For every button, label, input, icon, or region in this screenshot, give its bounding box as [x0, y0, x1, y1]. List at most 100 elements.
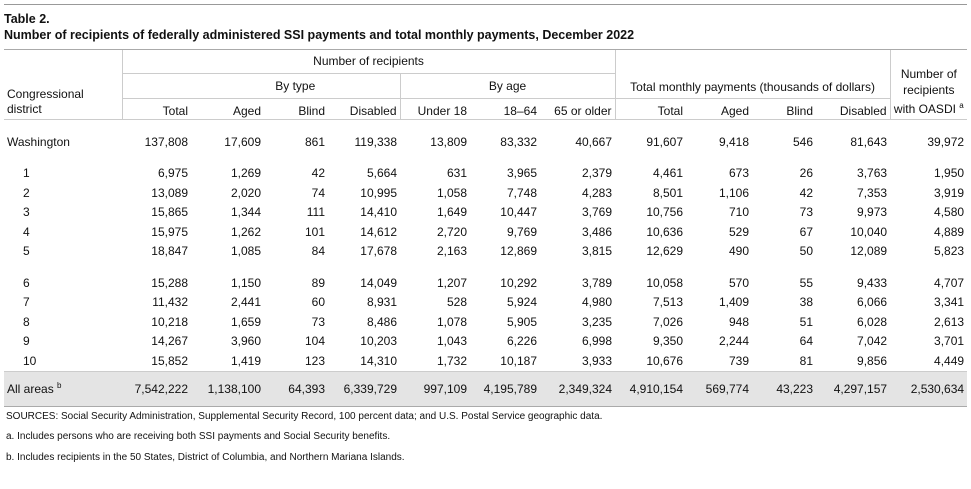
- cell: 10,995: [360, 185, 397, 200]
- cell: 7,026: [653, 314, 684, 329]
- footnote-mark: a: [959, 101, 964, 110]
- cell: 14,410: [360, 205, 397, 220]
- column-header: 18–64: [470, 98, 540, 120]
- row-label: Washington: [4, 120, 122, 152]
- cell: 123: [304, 353, 325, 368]
- table-row: 1 6,975 1,269 42 5,664 631 3,965 2,379 4,461 673 2…: [4, 152, 967, 184]
- column-header: Blind: [264, 98, 328, 120]
- cell: 2,244: [719, 334, 750, 349]
- cell: 4,195,789: [470, 370, 540, 406]
- row-label: 8: [4, 312, 122, 332]
- cell: 10,676: [646, 353, 684, 368]
- cell: 10,187: [500, 353, 537, 368]
- spacer: [121, 73, 191, 99]
- cell: 4,283: [582, 185, 613, 200]
- cell: 1,078: [436, 314, 467, 329]
- row-label: All areas b: [4, 370, 122, 406]
- column-header: Disabled: [816, 98, 891, 120]
- cell: 89: [311, 275, 325, 290]
- cell: 569,774: [686, 370, 753, 406]
- cell: 7,353: [857, 185, 888, 200]
- cell: 3,763: [857, 166, 888, 181]
- row-label: 4: [4, 222, 122, 242]
- cell: 73: [799, 205, 814, 220]
- row-label-text: 3: [23, 205, 30, 220]
- cell: 4,449: [934, 353, 965, 368]
- row-label: 7: [4, 293, 122, 313]
- cell: 1,732: [436, 353, 467, 368]
- cell: 9,350: [653, 334, 684, 349]
- cell: 9,973: [857, 205, 888, 220]
- header: Table 2. Number of recipients of federal…: [4, 4, 967, 43]
- column-header: Congressional district: [4, 49, 122, 120]
- cell: 83,332: [500, 134, 537, 149]
- cell: 15,852: [151, 353, 188, 368]
- cell: 5,905: [506, 314, 537, 329]
- cell: 10,218: [151, 314, 188, 329]
- row-label-text: 1: [23, 166, 30, 181]
- table-head: Congressional district Number of recipie…: [4, 49, 968, 120]
- cell: 2,020: [230, 185, 261, 200]
- cell: 10,292: [500, 275, 537, 290]
- table-row: 7 11,432 2,441 60 8,931 528 5,924 4,980 7,513 1,4…: [4, 293, 967, 313]
- cell: 13,089: [151, 185, 188, 200]
- cell: 4,910,154: [615, 370, 687, 406]
- cell: 4,297,157: [816, 370, 891, 406]
- cell: 1,344: [230, 205, 261, 220]
- cell: 17,609: [224, 134, 261, 149]
- column-header: Aged: [686, 98, 753, 120]
- cell: 7,042: [857, 334, 888, 349]
- cell: 3,965: [506, 166, 537, 181]
- cell: 2,349,324: [540, 370, 616, 406]
- row-label-text: 10: [23, 353, 37, 368]
- cell: 8,486: [366, 314, 397, 329]
- cell: 14,310: [360, 353, 397, 368]
- cell: 43,223: [752, 370, 817, 406]
- cell: 3,933: [582, 353, 613, 368]
- cell: 2,720: [436, 224, 467, 239]
- cell: 5,924: [506, 295, 537, 310]
- column-header: 65 or older: [540, 98, 616, 120]
- table-row: 8 10,218 1,659 73 8,486 1,078 5,905 3,235 7,026 9…: [4, 312, 967, 332]
- cell: 1,269: [230, 166, 261, 181]
- cell: 15,975: [151, 224, 188, 239]
- cell: 10,040: [850, 224, 888, 239]
- data-table: Congressional district Number of recipie…: [4, 49, 968, 406]
- cell: 570: [729, 275, 750, 290]
- cell: 12,629: [646, 244, 684, 259]
- cell: 4,980: [582, 295, 613, 310]
- cell: 948: [729, 314, 750, 329]
- cell: 1,419: [230, 353, 261, 368]
- cell: 51: [799, 314, 814, 329]
- column-header: Blind: [752, 98, 817, 120]
- column-header: Under 18: [399, 98, 470, 120]
- cell: 1,150: [230, 275, 261, 290]
- cell: 3,919: [934, 185, 965, 200]
- cell: 4,461: [653, 166, 684, 181]
- column-header: Total: [614, 98, 687, 120]
- cell: 81,643: [850, 134, 888, 149]
- cell: 17,678: [360, 244, 397, 259]
- cell: 13,809: [430, 134, 467, 149]
- table-row: Washington 137,808 17,609 861 119,338 13,809 8…: [4, 120, 967, 152]
- cell: 5,664: [366, 166, 397, 181]
- table-row: 6 15,288 1,150 89 14,049 1,207 10,292 3,789 10,0…: [4, 261, 967, 293]
- table-row: 10 15,852 1,419 123 14,310 1,732 10,187 3,933 10…: [4, 351, 967, 371]
- row-label: 2: [4, 183, 122, 203]
- cell: 2,379: [582, 166, 613, 181]
- cell: 7,542,222: [122, 370, 191, 406]
- row-label-text: 9: [23, 334, 30, 349]
- cell: 6,998: [582, 334, 613, 349]
- cell: 26: [799, 166, 814, 181]
- table-row: 9 14,267 3,960 104 10,203 1,043 6,226 6,998 9,35…: [4, 332, 967, 352]
- cell: 1,138,100: [191, 370, 264, 406]
- cell: 91,607: [646, 134, 684, 149]
- cell: 5,823: [934, 244, 965, 259]
- column-header: Total: [121, 98, 191, 120]
- cell: 7,748: [506, 185, 537, 200]
- cell: 14,049: [360, 275, 397, 290]
- cell: 6,028: [857, 314, 888, 329]
- cell: 38: [799, 295, 814, 310]
- cell: 42: [799, 185, 814, 200]
- cell: 39,972: [927, 134, 965, 149]
